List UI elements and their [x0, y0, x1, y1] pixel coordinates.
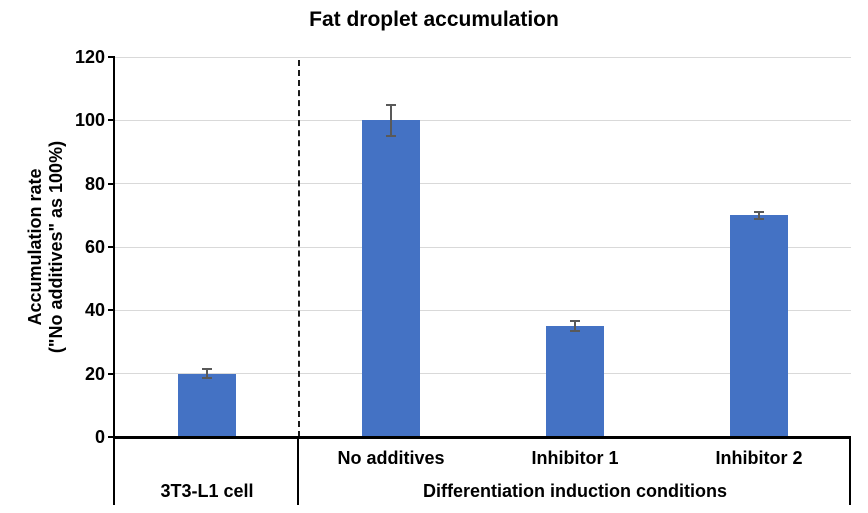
error-bar-cap [570, 320, 580, 323]
x-category-label: Inhibitor 2 [715, 448, 803, 468]
gridline [115, 373, 851, 375]
y-tick-label: 80 [84, 173, 105, 194]
gridline [115, 183, 851, 185]
x-group-label: Differentiation induction conditions [423, 481, 727, 501]
y-axis-tickmark [108, 119, 115, 122]
error-bar-cap [754, 211, 764, 214]
y-axis-tickmark [108, 436, 115, 438]
y-axis-tickmark [108, 372, 115, 375]
y-axis-title-line1: Accumulation rate [25, 168, 45, 326]
gridline [115, 56, 851, 58]
bar-3t3-l1-cell [178, 373, 236, 437]
bar-inhibitor-2 [730, 215, 788, 437]
y-tick-label: 60 [84, 237, 105, 257]
y-tick-label: 100 [74, 110, 105, 131]
group-separator-dashed-line [298, 60, 300, 437]
x-category-label: No additives [337, 448, 445, 468]
y-tick-label: 40 [84, 300, 105, 321]
y-axis-tickmark [108, 246, 115, 248]
gridline [115, 246, 851, 248]
error-bar-cap [570, 329, 580, 332]
x-axis-line [113, 435, 851, 439]
x-group-label: 3T3-L1 cell [160, 481, 254, 501]
x-category-label: Inhibitor 1 [531, 448, 619, 468]
gridline [115, 119, 851, 121]
error-bar-cap [386, 103, 396, 106]
y-axis-tickmark [108, 56, 115, 58]
y-axis-tickmark [108, 182, 115, 185]
error-bar-cap [202, 377, 212, 380]
error-bar-line [390, 104, 392, 137]
y-tick-label: 120 [74, 47, 105, 67]
y-tick-label: 0 [94, 427, 105, 447]
error-bar-cap [202, 367, 212, 370]
group-boundary-line [297, 437, 299, 505]
chart-title: Fat droplet accumulation [309, 8, 559, 31]
y-tick-label: 20 [84, 363, 105, 384]
bar-inhibitor-1 [546, 326, 604, 437]
gridline [115, 309, 851, 311]
group-boundary-line [849, 437, 851, 505]
y-axis-tickmark [108, 309, 115, 312]
error-bar-cap [386, 135, 396, 138]
error-bar-line [758, 212, 760, 219]
bar-no-additives [362, 120, 420, 437]
error-bar-cap [754, 217, 764, 220]
y-axis-line [113, 57, 115, 505]
error-bar-line [574, 321, 576, 331]
error-bar-line [206, 368, 208, 379]
